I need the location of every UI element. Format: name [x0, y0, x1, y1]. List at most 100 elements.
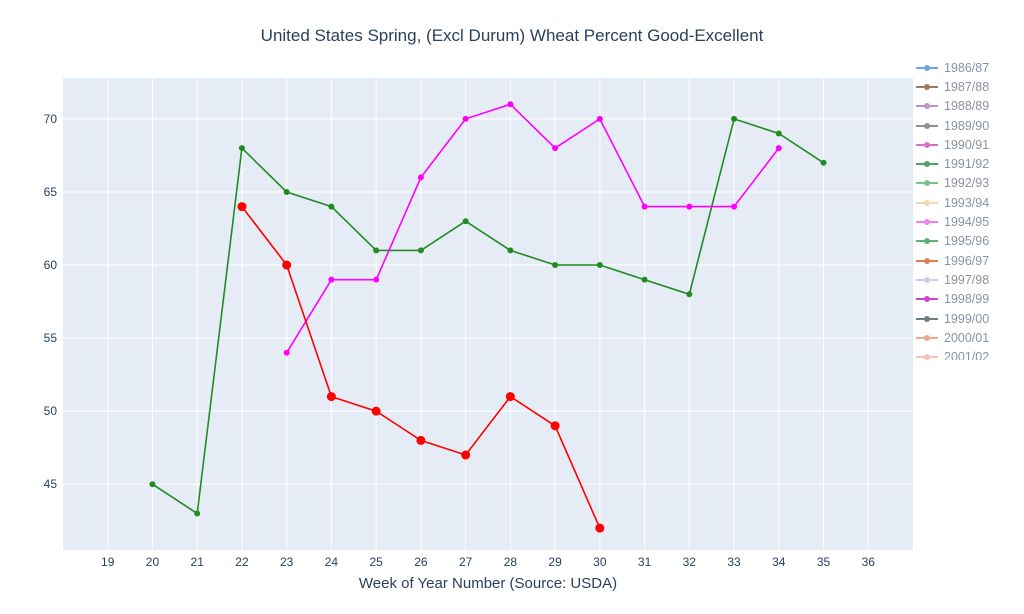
y-tick-label: 50 — [44, 404, 58, 418]
legend-item[interactable]: 1993/94 — [914, 193, 1024, 212]
series-1-point — [417, 247, 424, 254]
series-1-point — [194, 510, 201, 517]
series-1-point — [149, 481, 156, 488]
legend-label: 1995/96 — [944, 234, 990, 249]
legend-item[interactable]: 1987/88 — [914, 77, 1024, 96]
legend-item[interactable]: 1989/90 — [914, 116, 1024, 135]
legend-label: 1997/98 — [944, 272, 990, 287]
legend-label: 1999/00 — [944, 311, 990, 326]
series-1-point — [820, 159, 827, 166]
legend-item[interactable]: 1999/00 — [914, 309, 1024, 328]
legend-item[interactable]: 1995/96 — [914, 232, 1024, 251]
legend-swatch — [914, 159, 940, 169]
series-2-point — [328, 276, 335, 283]
series-3-point — [326, 392, 336, 402]
legend-swatch — [914, 275, 940, 285]
legend-swatch — [914, 178, 940, 188]
series-2-point — [462, 115, 469, 122]
x-tick-label: 24 — [325, 555, 339, 569]
legend-swatch — [914, 333, 940, 343]
series-2-point — [283, 349, 290, 356]
y-tick-label: 70 — [44, 112, 58, 126]
series-2-point — [373, 276, 380, 283]
legend-swatch — [914, 198, 940, 208]
y-tick-label: 55 — [44, 331, 58, 345]
legend-label: 1987/88 — [944, 79, 990, 94]
x-tick-label: 22 — [235, 555, 249, 569]
legend-swatch — [914, 63, 940, 73]
legend-label: 1994/95 — [944, 215, 990, 230]
series-3-point — [416, 435, 426, 445]
legend-swatch — [914, 217, 940, 227]
x-tick-label: 25 — [369, 555, 383, 569]
series-1-point — [552, 262, 559, 269]
x-tick-label: 30 — [593, 555, 607, 569]
series-1-point — [373, 247, 380, 254]
legend-label: 1990/91 — [944, 137, 990, 152]
x-tick-label: 34 — [772, 555, 786, 569]
legend[interactable]: 1986/87 1987/88 1988/89 1989/90 1990/91 1991/… — [914, 58, 1024, 360]
legend-swatch — [914, 82, 940, 92]
x-tick-label: 27 — [459, 555, 473, 569]
series-1-point — [596, 262, 603, 269]
legend-item[interactable]: 1988/89 — [914, 97, 1024, 116]
series-2-point — [775, 145, 782, 152]
legend-swatch — [914, 236, 940, 246]
series-line-2 — [286, 103, 780, 354]
legend-swatch — [914, 101, 940, 111]
legend-label: 1992/93 — [944, 176, 990, 191]
series-1-point — [328, 203, 335, 210]
series-2-point — [641, 203, 648, 210]
series-1-point — [775, 130, 782, 137]
legend-swatch — [914, 352, 940, 360]
legend-item[interactable]: 1998/99 — [914, 290, 1024, 309]
legend-label: 1998/99 — [944, 292, 990, 307]
legend-label: 1988/89 — [944, 99, 990, 114]
series-1-point — [238, 145, 245, 152]
legend-label: 2000/01 — [944, 330, 990, 345]
legend-item[interactable]: 2001/02 — [914, 347, 1024, 360]
legend-item[interactable]: 1992/93 — [914, 174, 1024, 193]
series-2-point — [507, 101, 514, 108]
series-3-point — [595, 523, 605, 533]
legend-label: 1996/97 — [944, 253, 990, 268]
series-1-point — [283, 188, 290, 195]
legend-item[interactable]: 2000/01 — [914, 328, 1024, 347]
legend-item[interactable]: 1991/92 — [914, 154, 1024, 173]
x-axis-label: Week of Year Number (Source: USDA) — [358, 575, 618, 592]
x-tick-label: 21 — [191, 555, 205, 569]
x-tick-label: 28 — [504, 555, 518, 569]
legend-label: 1986/87 — [944, 60, 990, 75]
legend-label: 2001/02 — [944, 350, 990, 360]
plot-background — [63, 78, 913, 550]
legend-swatch — [914, 256, 940, 266]
x-tick-label: 35 — [817, 555, 831, 569]
legend-swatch — [914, 314, 940, 324]
legend-item[interactable]: 1990/91 — [914, 135, 1024, 154]
series-3-point — [461, 450, 471, 460]
legend-item[interactable]: 1986/87 — [914, 58, 1024, 77]
legend-label: 1991/92 — [944, 157, 990, 172]
series-1-point — [462, 218, 469, 225]
series-1-point — [686, 291, 693, 298]
chart-title: United States Spring, (Excl Durum) Wheat… — [260, 26, 764, 45]
x-tick-label: 32 — [683, 555, 697, 569]
series-2-point — [686, 203, 693, 210]
x-tick-label: 23 — [280, 555, 294, 569]
y-tick-label: 45 — [44, 477, 58, 491]
series-3-point — [282, 260, 292, 270]
x-tick-label: 29 — [548, 555, 562, 569]
series-2-point — [417, 174, 424, 181]
series-3-point — [550, 421, 560, 431]
x-tick-label: 31 — [638, 555, 652, 569]
series-2-point — [552, 145, 559, 152]
legend-item[interactable]: 1996/97 — [914, 251, 1024, 270]
x-tick-label: 19 — [101, 555, 115, 569]
series-2-point — [731, 203, 738, 210]
legend-item[interactable]: 1994/95 — [914, 212, 1024, 231]
x-tick-label: 20 — [146, 555, 160, 569]
y-tick-label: 60 — [44, 258, 58, 272]
series-3-point — [237, 202, 247, 212]
legend-item[interactable]: 1997/98 — [914, 270, 1024, 289]
